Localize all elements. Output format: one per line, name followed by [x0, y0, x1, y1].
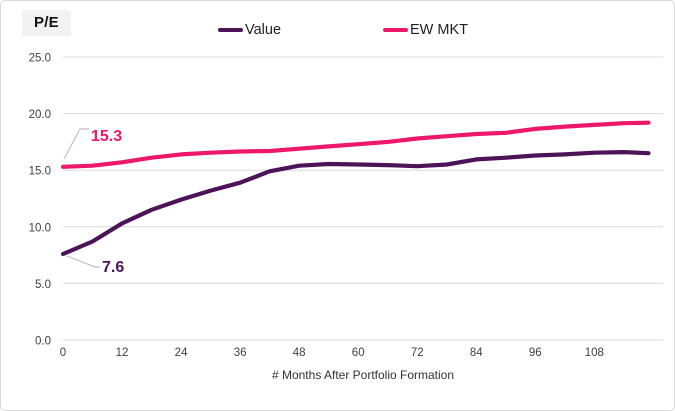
- annotation-start-value-value: 7.6: [102, 259, 124, 276]
- y-axis-unit-label: P/E: [22, 10, 71, 36]
- x-tick-label-96: 96: [529, 347, 542, 359]
- y-tick-label-10: 10.0: [29, 222, 51, 234]
- x-tick-label-108: 108: [585, 347, 604, 359]
- annotation-start-value-ew-mkt: 15.3: [91, 128, 122, 145]
- y-tick-label-5: 5.0: [35, 279, 51, 291]
- x-tick-label-0: 0: [60, 347, 66, 359]
- y-tick-label-0: 0.0: [35, 336, 51, 348]
- y-tick-label-25: 25.0: [29, 53, 51, 65]
- x-tick-label-48: 48: [293, 347, 306, 359]
- x-tick-label-84: 84: [470, 347, 483, 359]
- annotation-leader-ew-mkt: [63, 128, 89, 160]
- x-tick-label-72: 72: [411, 347, 424, 359]
- x-tick-label-12: 12: [116, 347, 129, 359]
- x-axis-title: # Months After Portfolio Formation: [272, 368, 454, 382]
- y-tick-label-15: 15.0: [29, 166, 51, 178]
- x-tick-label-36: 36: [234, 347, 247, 359]
- annotation-leader-value: [66, 255, 100, 268]
- series-line-value: [60, 150, 651, 257]
- series-line-ew-mkt: [60, 120, 651, 169]
- x-tick-label-24: 24: [175, 347, 188, 359]
- y-axis-unit-text: P/E: [34, 14, 59, 31]
- x-tick-label-60: 60: [352, 347, 365, 359]
- y-tick-label-20: 20.0: [29, 109, 51, 121]
